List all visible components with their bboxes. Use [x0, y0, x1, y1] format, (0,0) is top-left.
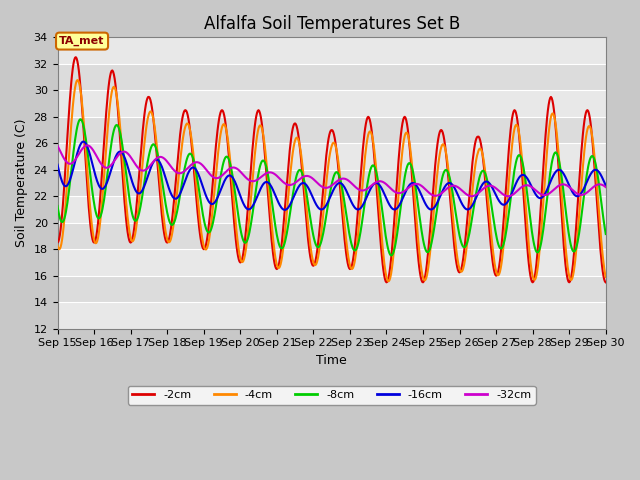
Bar — [58, 276, 605, 302]
Bar — [58, 117, 605, 143]
Bar — [58, 302, 605, 329]
Bar — [58, 170, 605, 196]
Text: TA_met: TA_met — [60, 36, 105, 46]
Bar — [58, 249, 605, 276]
Bar — [58, 64, 605, 90]
Legend: -2cm, -4cm, -8cm, -16cm, -32cm: -2cm, -4cm, -8cm, -16cm, -32cm — [128, 386, 536, 405]
Bar — [58, 223, 605, 249]
Title: Alfalfa Soil Temperatures Set B: Alfalfa Soil Temperatures Set B — [204, 15, 460, 33]
Bar — [58, 143, 605, 170]
Y-axis label: Soil Temperature (C): Soil Temperature (C) — [15, 119, 28, 247]
Bar — [58, 37, 605, 64]
Bar — [58, 90, 605, 117]
Bar — [58, 196, 605, 223]
X-axis label: Time: Time — [316, 354, 347, 367]
